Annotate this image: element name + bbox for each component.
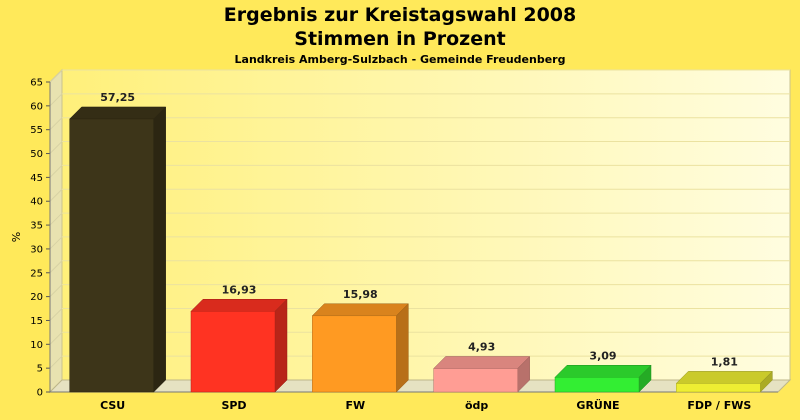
x-tick-label: CSU (100, 399, 125, 412)
bar-value-label: 4,93 (468, 340, 495, 353)
bar-value-label: 1,81 (711, 355, 738, 368)
bar-top (311, 303, 409, 317)
grid-line-side (49, 141, 63, 154)
y-tick-label: 50 (30, 149, 43, 160)
grid-line-side (49, 236, 63, 250)
bar-top (433, 356, 531, 369)
bar-side (153, 106, 166, 393)
grid-line-side (49, 308, 63, 321)
y-tick-label: 5 (37, 364, 43, 375)
chart-title: Ergebnis zur Kreistagswahl 2008 (223, 4, 577, 26)
x-tick-label: FDP / FWS (687, 399, 751, 412)
grid-line-side (49, 93, 63, 107)
bar (433, 368, 518, 393)
bar-side (274, 298, 288, 393)
y-tick-label: 40 (30, 197, 43, 208)
x-tick-label: FW (346, 399, 366, 412)
grid-line-side (49, 188, 63, 202)
bar-top (554, 365, 652, 378)
bar-value-label: 57,25 (100, 91, 135, 104)
plot-side-wall (49, 68, 63, 394)
x-tick-label: ödp (465, 399, 488, 412)
y-tick-label: 55 (30, 125, 43, 136)
y-tick-label: 45 (30, 173, 43, 184)
bar-top (190, 299, 288, 312)
bar-value-label: 15,98 (343, 288, 378, 301)
y-tick-label: 15 (30, 316, 43, 327)
bar (554, 377, 640, 393)
x-tick-label: SPD (221, 399, 246, 412)
bar-side (396, 303, 409, 393)
grid-line-side (49, 69, 63, 83)
grid-line-side (49, 284, 63, 297)
bar-value-label: 16,93 (222, 283, 257, 296)
y-tick-label: 60 (30, 101, 43, 112)
y-tick-label: 65 (30, 78, 43, 89)
grid-line-side (49, 331, 63, 345)
bar (190, 311, 276, 393)
x-tick-label: GRÜNE (576, 398, 619, 412)
grid-line-side (49, 260, 63, 274)
y-tick-label: 20 (30, 292, 43, 303)
bar-top (69, 106, 167, 120)
plot-area (61, 69, 791, 381)
grid-line-side (49, 355, 63, 369)
chart-subtitle: Stimmen in Prozent (294, 28, 506, 50)
chart-caption: Landkreis Amberg-Sulzbach - Gemeinde Fre… (234, 53, 566, 66)
grid-line-side (49, 212, 63, 226)
y-tick-label: 0 (37, 388, 43, 399)
y-tick-label: 35 (30, 221, 43, 232)
bar-value-label: 3,09 (589, 349, 616, 362)
y-tick-label: 30 (30, 244, 43, 255)
y-tick-label: 25 (30, 268, 43, 279)
grid-line-side (49, 165, 63, 178)
grid-line-side (49, 117, 63, 131)
y-tick-label: 10 (30, 340, 43, 351)
bar (312, 315, 397, 393)
bar-top (675, 371, 773, 384)
y-axis-label: % (10, 232, 23, 242)
bar (676, 383, 761, 393)
bar (69, 118, 154, 393)
